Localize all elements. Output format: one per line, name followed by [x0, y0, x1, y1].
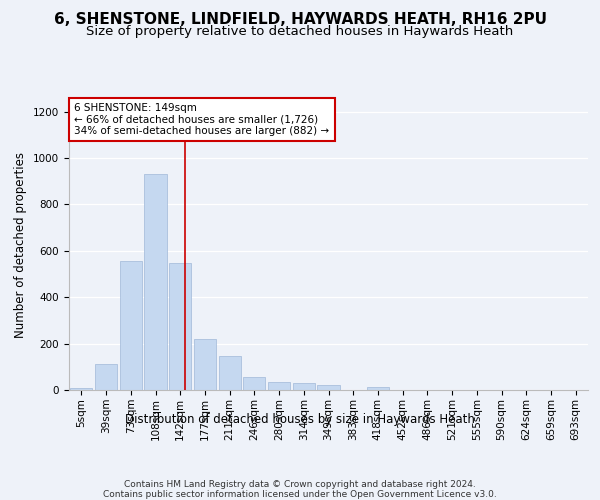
- Bar: [243, 377, 265, 390]
- Text: 6, SHENSTONE, LINDFIELD, HAYWARDS HEATH, RH16 2PU: 6, SHENSTONE, LINDFIELD, HAYWARDS HEATH,…: [53, 12, 547, 28]
- Text: Distribution of detached houses by size in Haywards Heath: Distribution of detached houses by size …: [125, 412, 475, 426]
- Text: 6 SHENSTONE: 149sqm
← 66% of detached houses are smaller (1,726)
34% of semi-det: 6 SHENSTONE: 149sqm ← 66% of detached ho…: [74, 103, 329, 136]
- Text: Contains HM Land Registry data © Crown copyright and database right 2024.
Contai: Contains HM Land Registry data © Crown c…: [103, 480, 497, 500]
- Bar: [119, 261, 142, 390]
- Bar: [317, 385, 340, 390]
- Bar: [95, 364, 117, 390]
- Bar: [145, 174, 167, 390]
- Bar: [70, 388, 92, 390]
- Bar: [169, 263, 191, 390]
- Bar: [293, 383, 315, 390]
- Bar: [194, 339, 216, 390]
- Bar: [218, 356, 241, 390]
- Bar: [367, 387, 389, 390]
- Text: Size of property relative to detached houses in Haywards Heath: Size of property relative to detached ho…: [86, 25, 514, 38]
- Bar: [268, 382, 290, 390]
- Y-axis label: Number of detached properties: Number of detached properties: [14, 152, 28, 338]
